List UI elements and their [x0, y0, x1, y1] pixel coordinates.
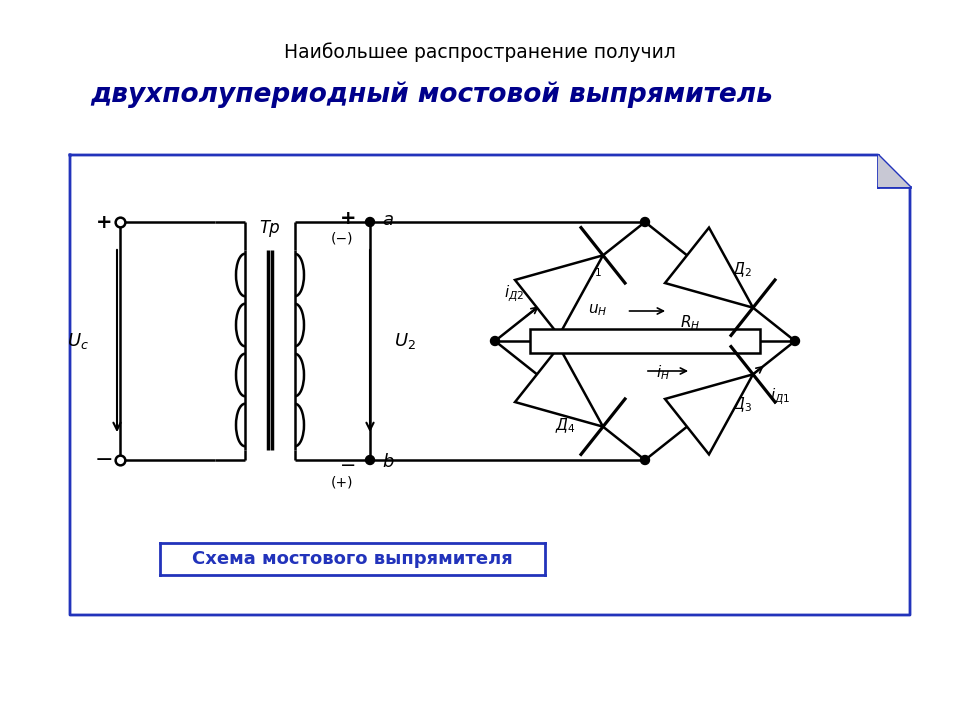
Polygon shape [515, 256, 603, 336]
Text: +: + [340, 210, 356, 228]
Circle shape [366, 217, 374, 227]
Text: a: a [382, 211, 393, 229]
Text: $i_{Д1}$: $i_{Д1}$ [770, 386, 790, 407]
Text: (+): (+) [331, 475, 353, 489]
Text: $u_H$: $u_H$ [588, 302, 607, 318]
Text: двухполупериодный мостовой выпрямитель: двухполупериодный мостовой выпрямитель [90, 82, 773, 108]
Circle shape [491, 336, 499, 346]
Circle shape [640, 456, 650, 464]
Text: b: b [382, 453, 394, 471]
Text: $R_H$: $R_H$ [680, 314, 700, 333]
Circle shape [640, 217, 650, 227]
Text: $i_{Д2}$: $i_{Д2}$ [504, 284, 524, 305]
Text: $U_c$: $U_c$ [67, 331, 89, 351]
Circle shape [366, 456, 374, 464]
Circle shape [790, 336, 800, 346]
Text: Д$_4$: Д$_4$ [555, 416, 575, 435]
Text: $i_H$: $i_H$ [657, 364, 670, 382]
Polygon shape [665, 374, 753, 454]
Polygon shape [878, 155, 910, 187]
Text: Наибольшее распространение получил: Наибольшее распространение получил [284, 42, 676, 62]
Polygon shape [515, 346, 603, 427]
Text: $U_2$: $U_2$ [394, 331, 416, 351]
Text: Тр: Тр [260, 219, 280, 237]
Text: Д$_1$: Д$_1$ [582, 260, 602, 279]
Text: Д$_3$: Д$_3$ [732, 395, 753, 414]
Text: Схема мостового выпрямителя: Схема мостового выпрямителя [192, 550, 513, 568]
Text: (−): (−) [331, 232, 353, 246]
Text: +: + [96, 212, 112, 232]
Text: −: − [340, 456, 356, 474]
Bar [530, 329, 760, 353]
Polygon shape [665, 228, 753, 307]
Text: Д$_2$: Д$_2$ [732, 260, 753, 279]
Text: −: − [95, 450, 113, 470]
